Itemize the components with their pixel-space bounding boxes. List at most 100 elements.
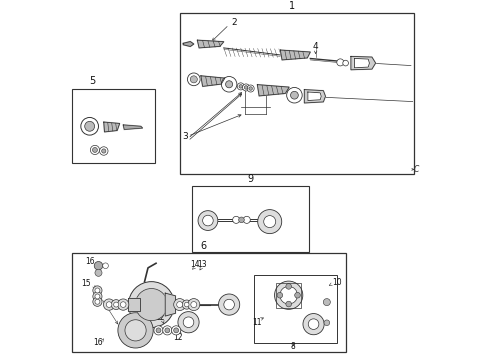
Circle shape	[106, 302, 112, 307]
Polygon shape	[104, 122, 120, 132]
Circle shape	[103, 299, 115, 310]
Polygon shape	[304, 90, 325, 103]
Text: 11: 11	[252, 318, 261, 327]
Circle shape	[111, 300, 121, 310]
Circle shape	[225, 81, 233, 88]
Circle shape	[243, 216, 250, 223]
Circle shape	[280, 287, 297, 304]
Circle shape	[249, 87, 252, 90]
Circle shape	[101, 149, 106, 153]
Text: 14: 14	[190, 260, 200, 269]
Bar	[276, 283, 301, 307]
Polygon shape	[257, 85, 289, 96]
Text: 7: 7	[95, 294, 100, 303]
Circle shape	[93, 148, 98, 152]
Circle shape	[287, 87, 302, 103]
Circle shape	[118, 299, 129, 310]
Circle shape	[177, 302, 183, 307]
Circle shape	[221, 77, 237, 92]
Circle shape	[95, 269, 102, 276]
Circle shape	[125, 320, 146, 341]
Circle shape	[128, 282, 174, 328]
Circle shape	[85, 121, 95, 131]
Circle shape	[323, 298, 330, 306]
Circle shape	[81, 117, 98, 135]
Text: 5: 5	[90, 76, 96, 86]
Circle shape	[219, 294, 240, 315]
Circle shape	[245, 86, 248, 89]
Circle shape	[286, 301, 292, 307]
Circle shape	[183, 317, 194, 328]
Circle shape	[118, 313, 153, 348]
Circle shape	[239, 85, 243, 88]
Circle shape	[172, 326, 181, 335]
Circle shape	[239, 217, 245, 223]
Circle shape	[203, 215, 213, 226]
Polygon shape	[123, 125, 143, 130]
Text: 13: 13	[197, 260, 207, 269]
Text: C: C	[414, 165, 419, 174]
Circle shape	[93, 286, 102, 295]
Circle shape	[258, 210, 282, 234]
Polygon shape	[201, 76, 225, 86]
Circle shape	[264, 216, 276, 228]
Text: 6: 6	[200, 240, 206, 251]
Circle shape	[190, 76, 197, 83]
Circle shape	[286, 284, 292, 289]
Text: 15: 15	[81, 279, 91, 288]
Circle shape	[95, 294, 100, 299]
Circle shape	[184, 302, 189, 307]
Circle shape	[165, 328, 170, 333]
Bar	[72, 253, 345, 352]
Circle shape	[188, 298, 200, 311]
Circle shape	[121, 302, 126, 307]
Polygon shape	[308, 92, 321, 100]
Circle shape	[178, 312, 199, 333]
Circle shape	[99, 147, 108, 155]
Circle shape	[135, 288, 168, 321]
Bar	[254, 275, 337, 343]
Polygon shape	[354, 58, 369, 68]
Text: 2: 2	[231, 18, 237, 27]
Circle shape	[247, 85, 254, 92]
Bar	[192, 186, 309, 252]
Circle shape	[308, 319, 319, 329]
Circle shape	[95, 299, 100, 304]
Text: 16: 16	[86, 257, 95, 266]
Polygon shape	[351, 57, 376, 70]
Circle shape	[233, 216, 240, 223]
Circle shape	[324, 320, 330, 325]
Circle shape	[188, 73, 200, 86]
Text: 12: 12	[173, 333, 183, 342]
Circle shape	[243, 84, 249, 91]
Polygon shape	[128, 298, 140, 311]
Circle shape	[95, 288, 100, 293]
Circle shape	[156, 328, 161, 333]
Circle shape	[237, 83, 245, 90]
Circle shape	[224, 299, 234, 310]
Text: 4: 4	[313, 42, 318, 51]
Text: 1: 1	[289, 1, 295, 10]
Polygon shape	[197, 40, 224, 48]
Circle shape	[274, 281, 303, 309]
Circle shape	[191, 302, 197, 307]
Circle shape	[93, 297, 102, 306]
Circle shape	[103, 263, 108, 269]
Circle shape	[291, 91, 298, 99]
Circle shape	[294, 292, 300, 298]
Circle shape	[198, 211, 218, 230]
Circle shape	[154, 326, 163, 335]
Circle shape	[303, 314, 324, 335]
Text: 9: 9	[247, 174, 253, 184]
Circle shape	[277, 292, 283, 298]
Bar	[180, 13, 415, 174]
Text: 8: 8	[291, 342, 296, 351]
Bar	[72, 89, 155, 163]
Polygon shape	[165, 293, 175, 316]
Text: 3: 3	[182, 132, 188, 141]
Circle shape	[114, 302, 119, 307]
Text: 10: 10	[332, 278, 342, 287]
Circle shape	[337, 59, 344, 66]
Polygon shape	[280, 50, 310, 60]
Circle shape	[90, 145, 99, 154]
